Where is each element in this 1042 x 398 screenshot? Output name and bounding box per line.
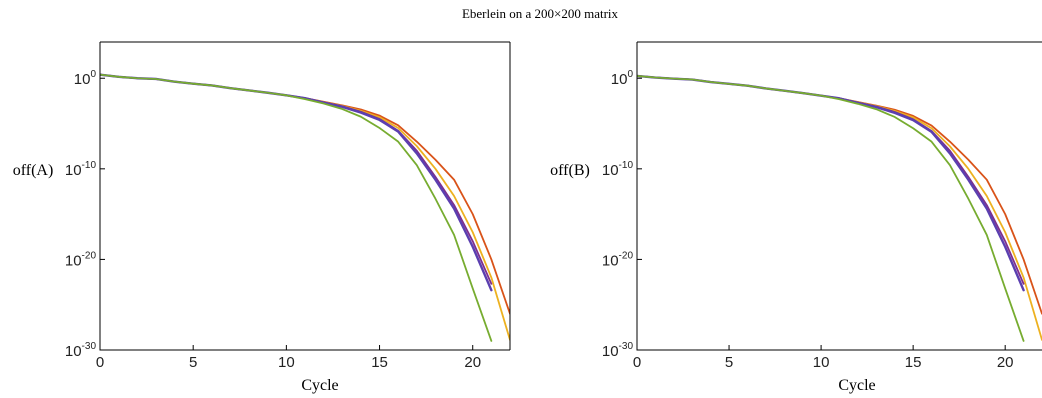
x-tick-label-left: 10 — [278, 354, 295, 371]
series-line-right-4 — [637, 74, 1025, 292]
series-line-left-2 — [100, 73, 510, 341]
y-tick-label-right: 10-20 — [602, 250, 634, 269]
series-line-left-1 — [100, 73, 510, 315]
x-tick-label-left: 0 — [96, 354, 104, 371]
x-axis-label-right: Cycle — [838, 377, 875, 394]
y-tick-base: 10 — [74, 71, 91, 88]
y-axis-label-left: off(A) — [13, 162, 54, 179]
series-line-left-3 — [100, 73, 493, 285]
y-tick-exponent: -20 — [619, 250, 634, 261]
series-line-right-5 — [637, 75, 1025, 342]
x-tick-label-left: 5 — [189, 354, 197, 371]
y-tick-exponent: -10 — [619, 160, 634, 171]
y-tick-label-left: 10-30 — [65, 341, 97, 360]
y-tick-base: 10 — [602, 343, 619, 360]
y-tick-base: 10 — [602, 252, 619, 269]
x-tick-label-right: 15 — [905, 354, 922, 371]
x-tick-label-right: 20 — [997, 354, 1014, 371]
y-tick-exponent: -30 — [82, 341, 97, 352]
series-line-left-4 — [100, 73, 493, 292]
y-tick-label-left: 10-20 — [65, 250, 97, 269]
y-tick-label-right: 10-10 — [602, 160, 634, 179]
y-tick-base: 10 — [65, 162, 82, 179]
x-tick-label-left: 20 — [464, 354, 481, 371]
series-line-right-1 — [637, 75, 1042, 315]
series-line-right-2 — [637, 75, 1042, 341]
y-tick-exponent: 0 — [627, 69, 633, 80]
figure-title: Eberlein on a 200×200 matrix — [462, 6, 619, 21]
x-tick-label-right: 10 — [813, 354, 830, 371]
series-line-right-3 — [637, 75, 1025, 285]
series-line-left-5 — [100, 73, 493, 342]
y-tick-base: 10 — [611, 71, 628, 88]
y-tick-base: 10 — [602, 162, 619, 179]
y-tick-base: 10 — [65, 252, 82, 269]
y-tick-label-left: 100 — [74, 69, 97, 88]
y-axis-label-right: off(B) — [550, 162, 590, 179]
y-tick-label-left: 10-10 — [65, 160, 97, 179]
x-tick-label-left: 15 — [371, 354, 388, 371]
y-tick-base: 10 — [65, 343, 82, 360]
x-tick-label-right: 0 — [633, 354, 641, 371]
y-tick-label-right: 10-30 — [602, 341, 634, 360]
y-tick-exponent: -20 — [82, 250, 97, 261]
y-tick-exponent: -10 — [82, 160, 97, 171]
y-tick-label-right: 100 — [611, 69, 634, 88]
y-tick-exponent: 0 — [90, 69, 96, 80]
y-tick-exponent: -30 — [619, 341, 634, 352]
x-tick-label-right: 5 — [725, 354, 733, 371]
x-axis-label-left: Cycle — [301, 377, 338, 394]
